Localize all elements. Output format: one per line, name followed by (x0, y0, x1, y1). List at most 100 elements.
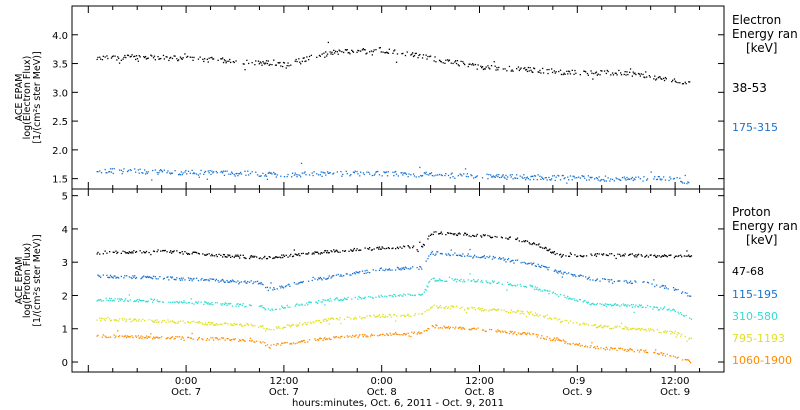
data-point (687, 359, 689, 361)
data-point (569, 175, 572, 177)
data-point (589, 279, 591, 281)
data-point (137, 60, 139, 62)
data-point (364, 317, 366, 319)
data-point (403, 314, 405, 316)
data-point (556, 252, 558, 255)
data-point (179, 56, 182, 58)
data-point (393, 175, 395, 177)
data-point (454, 177, 456, 179)
data-point (262, 341, 264, 343)
data-point (197, 252, 200, 255)
data-point (329, 297, 331, 300)
data-point (247, 323, 249, 325)
x-tick-label-time: 0:00 (175, 376, 197, 387)
data-point (525, 179, 527, 181)
proton-legend-item-1060-1900: 1060-1900 (732, 354, 792, 367)
data-point (658, 353, 660, 355)
data-point (490, 176, 493, 178)
data-point (352, 249, 355, 251)
data-point (246, 282, 248, 284)
data-point (546, 267, 548, 269)
data-point (331, 51, 333, 53)
data-point (218, 323, 220, 326)
data-point (343, 336, 346, 338)
data-point (460, 174, 462, 176)
data-point (109, 297, 111, 300)
data-point (329, 318, 331, 320)
data-point (282, 286, 284, 288)
data-point (392, 52, 394, 54)
data-point (277, 256, 279, 258)
data-point (186, 302, 188, 304)
data-point (304, 60, 306, 63)
proton-series-310-580 (96, 273, 693, 320)
data-point (281, 305, 283, 307)
data-point (351, 49, 353, 51)
data-point (211, 253, 213, 256)
data-point (233, 280, 235, 283)
data-point (178, 336, 181, 338)
data-point (191, 169, 193, 172)
x-axis-label: hours:minutes, Oct. 6, 2011 - Oct. 9, 20… (292, 398, 504, 409)
data-point (491, 280, 494, 282)
data-point (298, 304, 300, 306)
data-point (354, 316, 356, 318)
data-point (419, 333, 421, 335)
data-point (413, 331, 416, 333)
data-point (559, 69, 562, 71)
data-point (684, 336, 686, 338)
data-point (346, 173, 348, 175)
data-point (271, 308, 273, 310)
data-point (277, 343, 279, 345)
proton-y-tick-label: 3 (62, 258, 68, 269)
data-point (308, 55, 311, 58)
data-point (314, 251, 316, 253)
data-point (378, 47, 381, 49)
data-point (359, 316, 361, 318)
data-point (208, 57, 210, 59)
data-point (187, 301, 190, 304)
data-point (672, 355, 675, 357)
data-point (417, 332, 419, 334)
data-point (409, 293, 411, 296)
data-point (202, 58, 204, 60)
data-point (514, 284, 516, 287)
data-point (462, 253, 464, 255)
data-point (438, 279, 440, 282)
data-point (566, 297, 568, 299)
data-point (516, 68, 518, 70)
data-point (529, 312, 531, 314)
data-point (664, 76, 667, 79)
data-point (523, 332, 525, 334)
data-point (145, 250, 148, 253)
data-point (546, 249, 548, 251)
data-point (507, 259, 509, 261)
data-point (237, 280, 239, 282)
data-point (144, 55, 147, 58)
data-point (607, 254, 609, 257)
data-point (221, 170, 223, 173)
data-point (290, 253, 292, 256)
data-point (379, 248, 381, 250)
data-point (394, 333, 396, 335)
data-point (618, 347, 620, 349)
data-point (331, 276, 333, 278)
data-point (531, 175, 533, 177)
data-point (472, 307, 474, 309)
data-point (279, 308, 281, 310)
data-point (100, 299, 102, 301)
data-point (459, 233, 461, 235)
data-point (621, 328, 624, 330)
data-point (436, 324, 438, 327)
data-point (304, 304, 306, 306)
data-point (130, 169, 132, 172)
data-point (241, 339, 243, 341)
data-point (307, 253, 309, 255)
data-point (569, 73, 572, 75)
data-point (158, 337, 160, 339)
data-point (287, 173, 289, 176)
data-point (445, 280, 447, 282)
data-point (639, 75, 641, 77)
data-point (656, 329, 659, 331)
data-point (130, 321, 132, 323)
